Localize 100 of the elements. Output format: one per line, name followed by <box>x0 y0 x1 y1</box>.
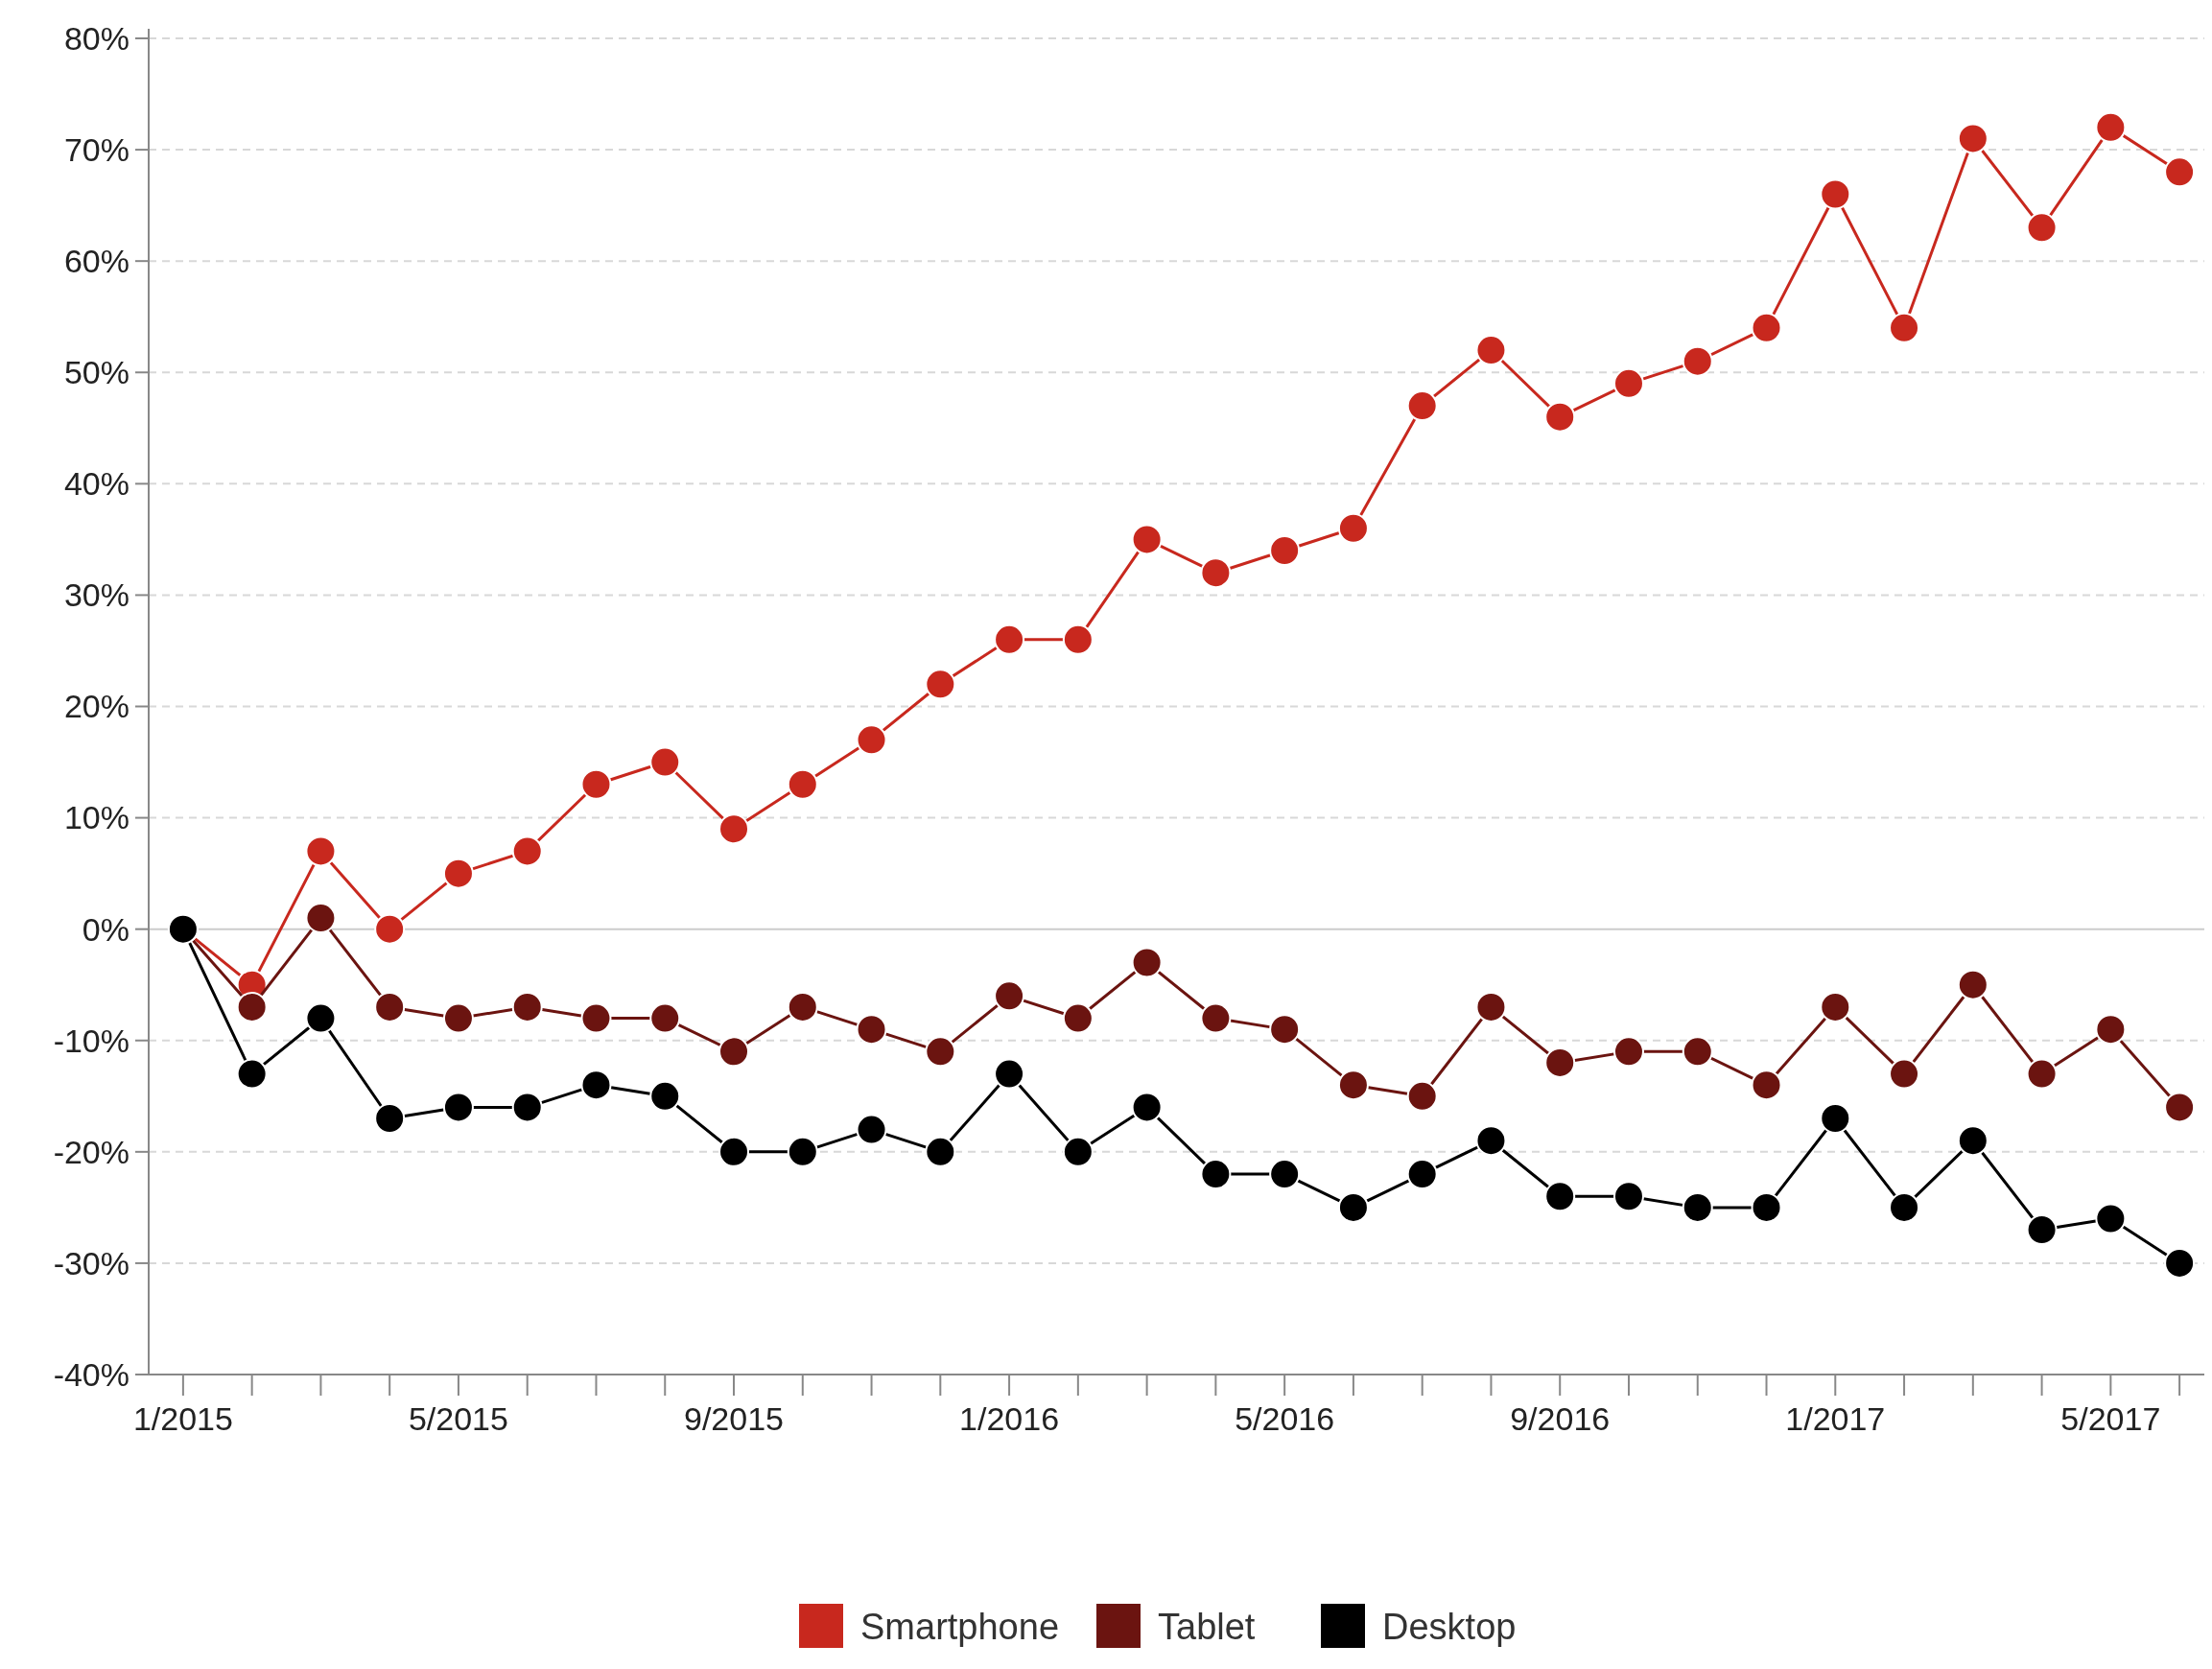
point <box>787 768 818 800</box>
point <box>1957 123 1988 154</box>
point <box>511 1092 543 1123</box>
x-tick-label: 5/2016 <box>1235 1400 1335 1437</box>
point <box>374 991 406 1023</box>
x-tick-label: 9/2015 <box>684 1400 785 1437</box>
point <box>305 903 337 934</box>
point <box>649 1002 681 1034</box>
y-tick-label: -10% <box>53 1022 129 1059</box>
point <box>1544 1181 1576 1212</box>
y-tick-label: 70% <box>63 130 129 168</box>
point <box>1820 991 1851 1023</box>
point <box>1062 1002 1094 1034</box>
point <box>442 1002 474 1034</box>
x-tick-label: 5/2015 <box>408 1400 508 1437</box>
point <box>2164 1247 2196 1279</box>
point <box>1200 557 1232 589</box>
point <box>1682 345 1713 377</box>
point <box>1475 335 1507 366</box>
point <box>925 1036 956 1068</box>
point <box>2164 156 2196 188</box>
point <box>1200 1159 1232 1190</box>
point <box>2095 1203 2127 1234</box>
x-tick-label: 1/2015 <box>132 1400 233 1437</box>
point <box>787 991 818 1023</box>
point <box>580 768 612 800</box>
point <box>1269 1159 1301 1190</box>
y-tick-label: 60% <box>63 243 129 280</box>
point <box>2026 1058 2058 1090</box>
point <box>2095 1014 2127 1046</box>
point <box>511 835 543 867</box>
point <box>1269 1014 1301 1046</box>
point <box>1751 1070 1782 1101</box>
point <box>1957 969 1988 1000</box>
point <box>2164 1092 2196 1123</box>
point <box>1406 1080 1438 1112</box>
y-tick-label: 40% <box>63 465 129 503</box>
point <box>1337 1070 1369 1101</box>
point <box>1682 1036 1713 1068</box>
point <box>718 1036 750 1068</box>
point <box>1131 524 1163 555</box>
point <box>1475 1125 1507 1157</box>
point <box>1062 1136 1094 1167</box>
point <box>856 1014 887 1046</box>
legend-label: Smartphone <box>860 1607 1060 1648</box>
x-tick-label: 1/2016 <box>959 1400 1060 1437</box>
point <box>2026 212 2058 244</box>
point <box>1475 991 1507 1023</box>
point <box>374 1103 406 1135</box>
y-tick-label: 0% <box>82 910 129 948</box>
point <box>1612 1036 1644 1068</box>
y-tick-label: 10% <box>63 799 129 836</box>
point <box>442 858 474 889</box>
point <box>2095 111 2127 143</box>
point <box>1682 1191 1713 1223</box>
point <box>925 1136 956 1167</box>
point <box>1269 534 1301 566</box>
point <box>994 623 1025 655</box>
y-tick-label: -40% <box>53 1355 129 1393</box>
point <box>1337 512 1369 544</box>
y-tick-label: 80% <box>63 19 129 57</box>
point <box>1062 623 1094 655</box>
point <box>374 913 406 945</box>
point <box>1751 312 1782 343</box>
point <box>718 813 750 845</box>
point <box>1337 1191 1369 1223</box>
point <box>1612 367 1644 399</box>
point <box>511 991 543 1023</box>
point <box>994 1058 1025 1090</box>
y-tick-label: 30% <box>63 576 129 614</box>
point <box>1131 947 1163 978</box>
point <box>1751 1191 1782 1223</box>
point <box>580 1002 612 1034</box>
point <box>1200 1002 1232 1034</box>
point <box>442 1092 474 1123</box>
point <box>236 991 268 1023</box>
point <box>994 980 1025 1012</box>
point <box>856 724 887 756</box>
point <box>580 1070 612 1101</box>
x-tick-label: 1/2017 <box>1785 1400 1886 1437</box>
point <box>649 1080 681 1112</box>
point <box>1544 1046 1576 1078</box>
point <box>1820 1103 1851 1135</box>
point <box>856 1114 887 1145</box>
point <box>1820 178 1851 210</box>
point <box>1406 390 1438 422</box>
point <box>649 746 681 778</box>
point <box>1544 401 1576 433</box>
point <box>1889 1058 1920 1090</box>
point <box>787 1136 818 1167</box>
point <box>1889 312 1920 343</box>
point <box>1889 1191 1920 1223</box>
legend-label: Desktop <box>1382 1607 1517 1648</box>
y-tick-label: -20% <box>53 1133 129 1170</box>
point <box>1957 1125 1988 1157</box>
x-tick-label: 9/2016 <box>1510 1400 1611 1437</box>
point <box>305 1002 337 1034</box>
point <box>718 1136 750 1167</box>
y-tick-label: -30% <box>53 1244 129 1281</box>
point <box>1131 1092 1163 1123</box>
